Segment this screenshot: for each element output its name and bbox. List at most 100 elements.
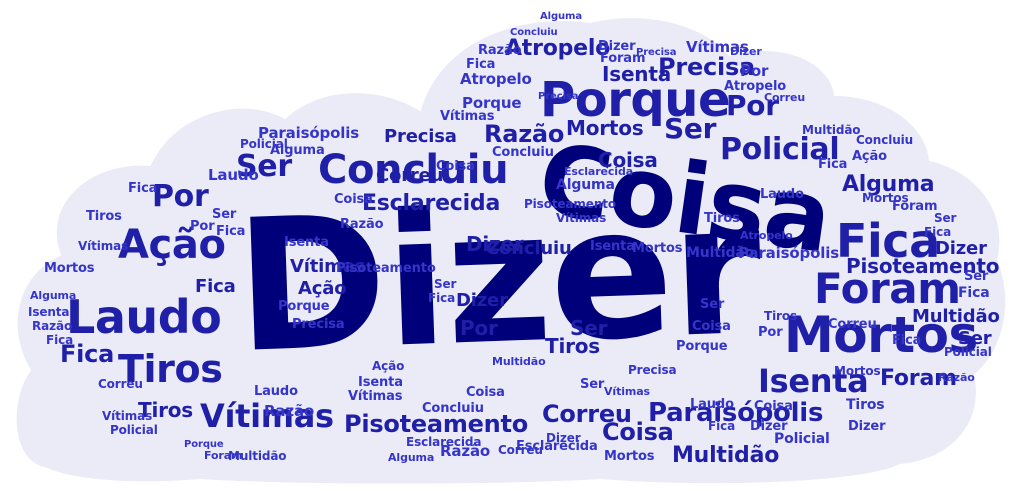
word-coisa-2: Coisa [598,148,658,172]
word-small: Laudo [208,166,259,184]
word-small: Coisa [334,192,373,207]
word-tiros-3: Tiros [545,334,601,358]
word-small: Atropelo [740,229,793,242]
word-small: Porque [278,299,330,314]
word-isenta-2: Isenta [602,62,672,86]
word-small: Razão [340,217,384,232]
word-small: Coisa [436,159,475,174]
word-correu-2: Correu [376,165,444,186]
word-small: Fica [466,57,496,72]
word-small: Concluiu [510,27,558,38]
word-precisa-big: Precisa [658,53,755,81]
word-small: Multidão [492,355,546,368]
word-esclarecida-big: Esclarecida [362,191,501,216]
word-small: Fica [892,333,922,348]
word-small: Ação [372,359,405,373]
word-small: Mortos [632,241,683,256]
word-small: Multidão [228,449,287,463]
word-small: Alguma [30,289,77,302]
word-multidao-2: Multidão [912,306,1000,327]
word-small: Fica [428,291,456,305]
word-small: Pisoteamento [336,261,436,276]
word-multidao-big: Multidão [672,443,780,468]
word-small: Dizer [546,431,581,445]
word-ser-3: Ser [570,316,608,340]
word-small: Laudo [760,187,804,202]
word-dizer-4: Dizer [935,238,987,259]
word-small: Coisa [466,385,505,400]
word-small: Ser [212,207,237,222]
word-small: Paraisópolis [738,244,840,262]
word-small: Isenta [28,305,70,319]
word-fica-2: Fica [60,340,115,368]
word-small: Atropelo [724,79,787,94]
word-small: Atropelo [460,70,532,88]
word-small: Dizer [598,39,636,54]
word-vitimas-2: Vítimas [290,256,366,277]
word-small: Ação [852,149,887,164]
word-small: Alguma [388,451,435,464]
word-small: Paraisópolis [258,124,360,142]
word-small: Isenta [284,235,329,250]
word-acao-big: Ação [118,222,226,268]
word-dizer-2: Dizer [466,232,524,256]
word-small: Vítimas [348,389,403,404]
word-small: Policial [110,423,158,437]
word-small: Dizer [750,419,788,434]
word-paraisopolis-big: Paraisópolis [648,398,824,428]
word-small: Porque [462,94,522,112]
word-small: Multidão [802,123,861,137]
word-fica: Fica [836,214,940,268]
word-small: Dizer [730,45,762,58]
word-small: Correu [98,377,143,391]
word-small: Correu [828,317,877,332]
word-small: Ser [580,377,605,392]
word-small: Tiros [86,209,122,224]
word-pisoteamento-big: Pisoteamento [344,410,528,438]
word-small: Isenta [590,239,635,254]
word-small: Policial [240,137,288,151]
word-atropelo-big: Atropelo [505,36,611,61]
word-small: Alguma [556,177,615,193]
word-small: Foram [204,449,243,462]
word-ser-4: Ser [958,328,992,349]
word-small: Concluiu [492,145,554,160]
word-dizer-3: Dizer [456,290,508,311]
word-small: Ser [700,297,725,312]
word-small: Concluiu [856,133,914,147]
word-small: Por [740,62,769,80]
word-small: Precisa [538,91,579,102]
word-por-3: Por [460,316,498,340]
word-small: Mortos [44,261,95,276]
word-porque: Porque [540,72,731,128]
word-small: Isenta [358,375,403,390]
word-small: Tiros [704,211,740,226]
word-small: Precisa [628,363,677,377]
word-small: Ser [934,211,957,225]
word-vitimas-big: Vítimas [200,397,334,435]
word-small: Tiros [846,397,885,413]
word-small: Fica [708,419,736,433]
word-small: Razão [32,319,73,333]
word-tiros-big: Tiros [118,347,223,391]
word-alguma-big: Alguma [842,172,935,197]
word-small: Fica [924,225,952,239]
word-small: Alguma [270,143,325,158]
word-pisoteamento-2: Pisoteamento [846,254,1000,278]
word-small: Razão [264,402,315,420]
word-acao-2: Ação [298,278,347,299]
word-small: Policial [774,431,830,447]
word-small: Vítimas [78,239,129,253]
word-small: Ser [434,277,457,291]
word-small: Vítimas [686,38,749,56]
word-isenta-big: Isenta [758,362,869,400]
word-small: Alguma [540,11,583,22]
word-small: Esclarecida [516,439,598,454]
word-concluiu-2: Concluiu [486,238,572,259]
word-precisa-2: Precisa [384,126,457,147]
word-laudo: Laudo [66,290,222,344]
word-small: Foram [600,51,646,66]
word-ser-2: Ser [664,112,717,145]
